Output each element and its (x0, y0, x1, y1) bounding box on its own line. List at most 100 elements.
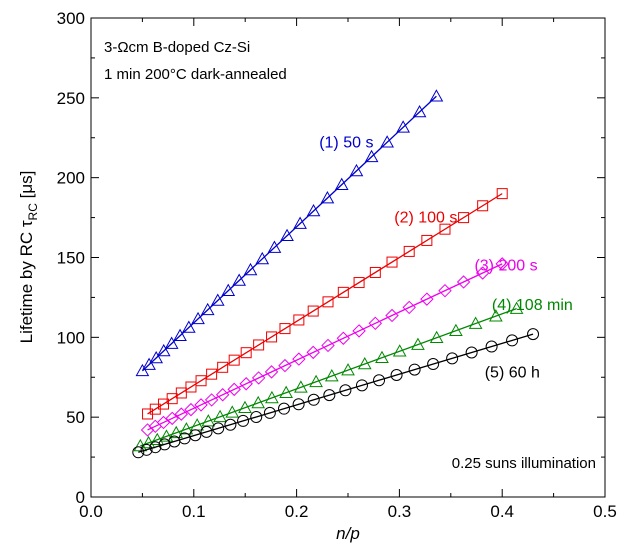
data-point-circle (390, 368, 403, 381)
data-point-circle (189, 429, 202, 442)
data-point-triangle (375, 350, 389, 364)
data-point-diamond (385, 308, 399, 323)
series-3: (3) 200 s (140, 257, 538, 437)
x-tick-label: 0.0 (79, 502, 103, 521)
data-point-circle (263, 406, 276, 419)
data-point-triangle (213, 409, 227, 423)
data-point-circle (339, 384, 352, 397)
series-label: (3) 200 s (474, 257, 537, 274)
data-point-circle (237, 414, 250, 427)
data-point-triangle (279, 385, 293, 398)
annotation-illumination: 0.25 suns illumination (452, 455, 596, 472)
data-point-triangle (396, 120, 410, 133)
data-point-triangle (294, 380, 308, 393)
data-point-circle (373, 374, 386, 387)
data-point-triangle (468, 316, 483, 329)
data-point-triangle (509, 301, 524, 314)
data-point-circle (140, 443, 153, 456)
series-fit-line (138, 333, 534, 453)
data-point-square (228, 354, 240, 366)
x-tick-label: 0.5 (593, 502, 617, 521)
data-point-triangle (169, 425, 184, 439)
data-point-square (386, 256, 398, 268)
data-point-square (185, 381, 197, 393)
series-fit-line (140, 307, 517, 447)
data-point-diamond (165, 411, 179, 426)
data-point-circle (250, 410, 263, 423)
data-point-triangle (156, 343, 171, 357)
data-point-diamond (438, 283, 452, 298)
data-point-triangle (238, 400, 252, 414)
data-point-square (279, 323, 291, 335)
data-point-diamond (156, 415, 171, 430)
data-point-diamond (352, 324, 366, 338)
data-point-diamond (215, 388, 230, 402)
data-point-square (337, 286, 349, 298)
data-point-triangle (159, 429, 174, 442)
data-point-triangle (265, 390, 279, 404)
data-point-square (293, 314, 305, 326)
data-point-circle (200, 425, 213, 438)
y-axis-label-subscript: RC (26, 203, 40, 221)
data-point-triangle (232, 273, 247, 286)
data-point-square (166, 393, 178, 405)
data-point-circle (446, 352, 459, 365)
series-layer: (1) 50 s (2) 100 s (3) 200 s (4) 108 min (5)… (132, 89, 573, 459)
data-point-square (206, 368, 218, 380)
data-point-triangle (251, 395, 266, 409)
data-point-triangle (225, 405, 240, 418)
data-point-circle (149, 441, 162, 454)
data-point-triangle (179, 422, 194, 435)
data-point-diamond (204, 393, 219, 407)
data-point-square (458, 212, 470, 224)
y-axis-label-unit: [μs] (17, 171, 36, 203)
data-point-square (403, 245, 415, 257)
data-point-square (240, 347, 252, 359)
y-tick-label: 250 (57, 89, 85, 108)
data-point-square (307, 305, 319, 317)
data-point-triangle (293, 216, 307, 229)
data-point-square (253, 339, 265, 351)
data-point-square (266, 331, 278, 343)
data-point-triangle (320, 191, 335, 204)
data-point-triangle (306, 203, 321, 217)
data-point-diamond (292, 352, 306, 366)
data-point-triangle (334, 177, 349, 190)
annotation-sample: 3-Ωcm B-doped Cz-Si (104, 39, 250, 56)
annotation-anneal: 1 min 200°C dark-annealed (104, 66, 287, 83)
series-label: (1) 50 s (319, 134, 373, 151)
data-point-triangle (164, 336, 179, 349)
series-label: (5) 60 h (485, 364, 540, 381)
data-point-triangle (221, 283, 236, 296)
data-point-circle (132, 446, 145, 459)
y-axis-label: Lifetime by RC τRC [μs] (17, 171, 40, 344)
data-point-circle (527, 328, 540, 341)
series-1: (1) 50 s (135, 89, 444, 377)
data-point-diamond (402, 300, 416, 315)
series-label: (4) 108 min (492, 297, 573, 314)
data-point-triangle (411, 337, 425, 350)
data-point-triangle (324, 369, 339, 382)
data-point-square (369, 266, 381, 278)
data-point-circle (278, 402, 291, 415)
data-point-triangle (392, 344, 407, 357)
data-point-diamond (194, 398, 208, 412)
data-point-diamond (420, 292, 434, 306)
data-point-triangle (309, 374, 323, 388)
data-point-square (175, 387, 187, 399)
data-point-circle (212, 422, 225, 435)
data-point-triangle (135, 363, 150, 377)
ticks-layer: 0.0 0.1 0.2 0.3 0.4 0.5 0 50 100 150 200 250 300 (57, 9, 617, 521)
y-axis-label-main: Lifetime by RC τ (17, 220, 36, 343)
y-tick-label: 150 (57, 249, 85, 268)
data-point-diamond (251, 371, 266, 385)
data-point-circle (323, 389, 336, 402)
data-point-triangle (200, 302, 215, 316)
data-point-triangle (142, 357, 156, 370)
data-point-circle (427, 358, 440, 371)
data-point-diamond (239, 377, 253, 391)
series-4: (4) 108 min (133, 297, 573, 452)
data-point-square (477, 200, 489, 212)
data-point-triangle (364, 149, 379, 163)
